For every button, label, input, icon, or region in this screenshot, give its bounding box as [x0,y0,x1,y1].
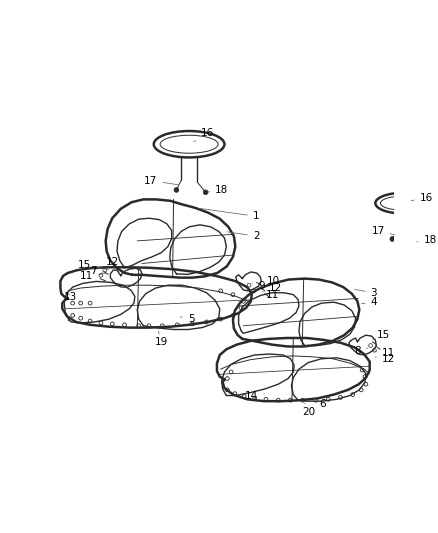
Text: 6: 6 [314,399,326,409]
Circle shape [203,190,208,195]
Text: 13: 13 [64,293,78,302]
Text: 2: 2 [227,231,259,241]
Text: 3: 3 [354,288,377,298]
Text: 16: 16 [194,128,214,142]
Text: 11: 11 [80,271,102,281]
Text: 16: 16 [411,192,433,203]
Text: 11: 11 [375,348,395,358]
Text: 18: 18 [208,185,228,195]
Text: 7: 7 [90,266,109,276]
Text: 15: 15 [78,261,109,270]
Text: 20: 20 [303,403,316,417]
Text: 15: 15 [372,330,391,340]
Text: 12: 12 [262,283,282,293]
Text: 8: 8 [355,346,368,356]
Text: 19: 19 [155,332,168,347]
Text: 9: 9 [253,281,265,291]
Text: 12: 12 [375,354,395,364]
Text: 10: 10 [260,276,280,286]
Text: 5: 5 [180,314,194,324]
Circle shape [414,240,419,245]
Text: 4: 4 [362,297,377,307]
Text: 14: 14 [245,391,264,401]
Text: 1: 1 [199,208,259,221]
Text: 17: 17 [371,227,394,237]
Circle shape [390,237,395,241]
Text: 18: 18 [417,235,437,245]
Circle shape [174,188,179,192]
Text: 12: 12 [106,256,119,266]
Text: 17: 17 [144,175,178,185]
Text: 11: 11 [262,289,279,300]
